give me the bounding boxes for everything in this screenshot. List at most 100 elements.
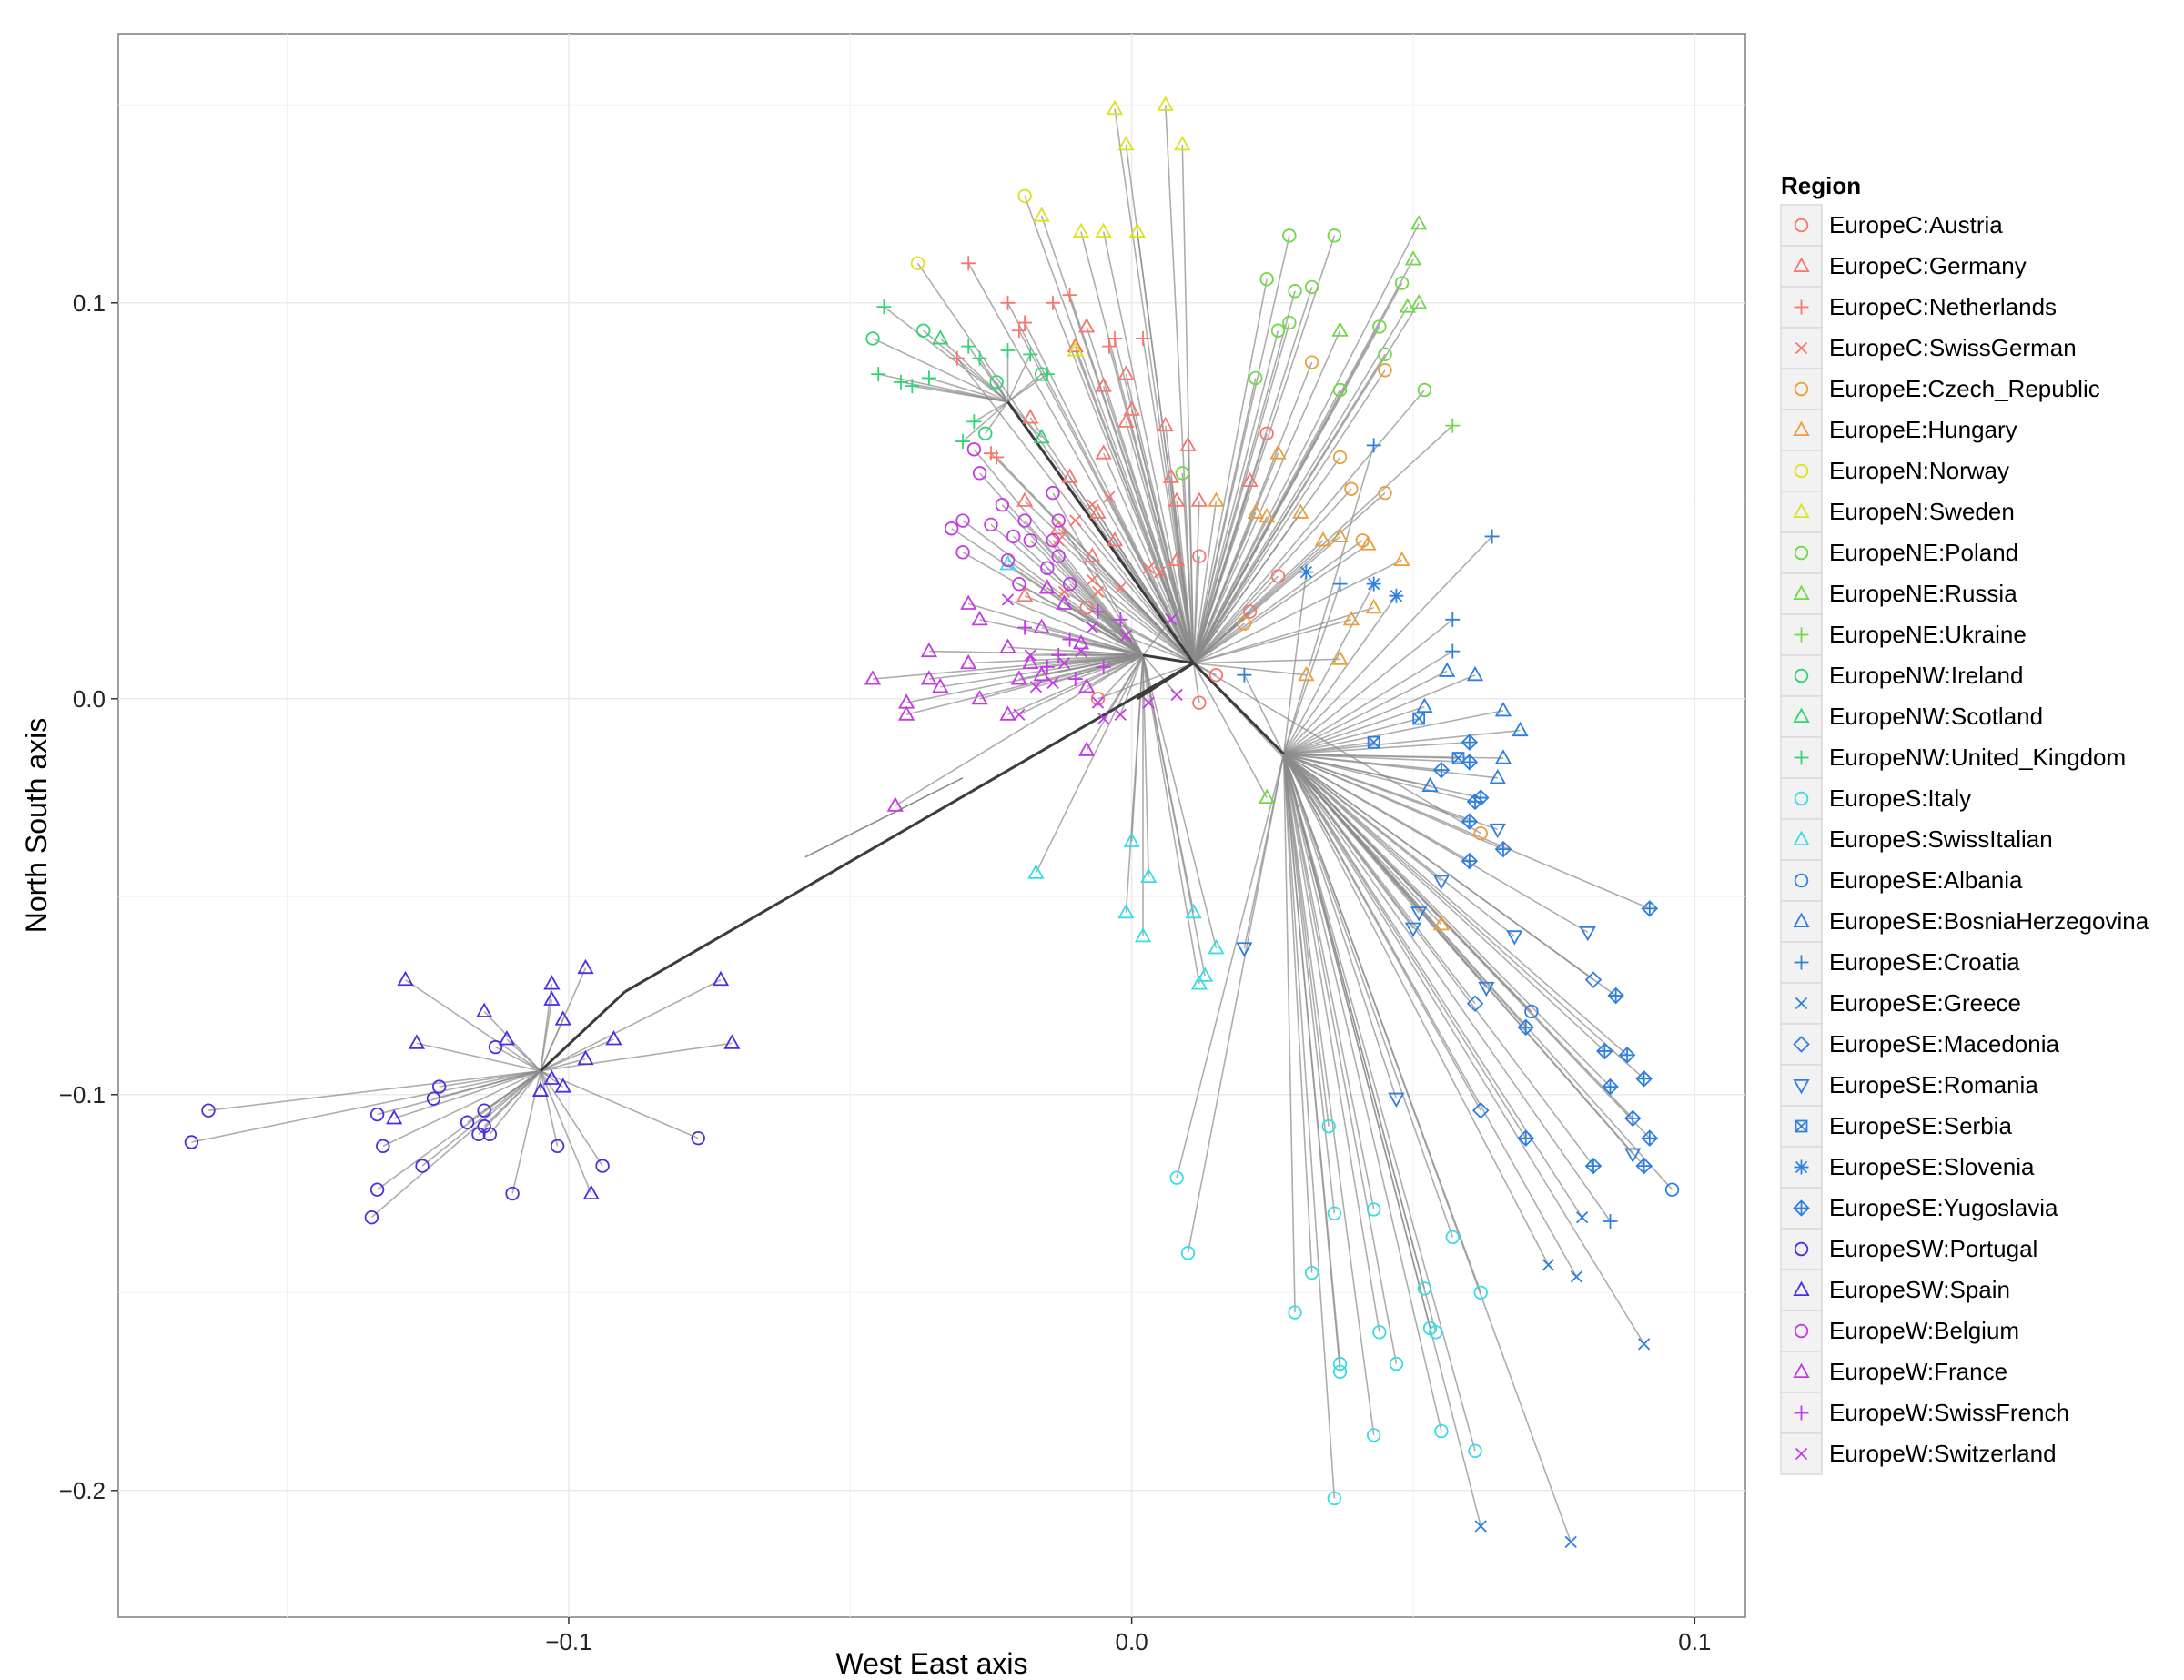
data-point <box>1097 712 1110 725</box>
data-point <box>960 653 977 670</box>
legend-key-box <box>1780 531 1823 574</box>
data-point <box>1365 598 1382 614</box>
leaf-branch <box>483 1070 541 1111</box>
data-point <box>1269 444 1287 460</box>
leaf-branch <box>1283 754 1645 1167</box>
data-point <box>1602 1078 1619 1096</box>
leaf-branch <box>1283 753 1471 823</box>
legend-key-symbol <box>1794 750 1809 765</box>
legend-key-box <box>1780 654 1823 697</box>
y-axis-title: North South axis <box>20 718 53 934</box>
data-point <box>1086 573 1098 586</box>
legend-entry: EuropeNE:Russia <box>1780 572 2017 615</box>
data-point <box>1366 576 1381 592</box>
leaf-branch <box>393 1069 541 1119</box>
data-point <box>1040 561 1055 575</box>
leaf-branch <box>416 1042 541 1072</box>
leaf-branch <box>1075 349 1195 663</box>
leaf-branch <box>1282 754 1454 1238</box>
leaf-branch <box>1283 753 1476 803</box>
data-point <box>1247 503 1264 519</box>
trunk-branch <box>1137 662 1195 701</box>
data-point <box>971 610 988 626</box>
legend-entry: EuropeSE:Albania <box>1780 859 2023 902</box>
data-point <box>1270 569 1286 583</box>
data-point <box>1404 250 1422 266</box>
leaf-branch <box>1283 754 1527 1139</box>
legend-label: EuropeW:SwissFrench <box>1829 1399 2069 1426</box>
legend-key-symbol <box>1793 912 1810 927</box>
leaf-branch <box>1192 223 1420 664</box>
data-point <box>543 975 561 990</box>
data-point <box>1057 657 1071 670</box>
leaf-branch <box>1057 540 1195 664</box>
data-point <box>1090 692 1106 706</box>
data-point <box>1410 906 1428 922</box>
data-point <box>1331 650 1349 665</box>
data-point <box>1506 930 1523 946</box>
leaf-branch <box>1283 595 1398 755</box>
data-point <box>1299 564 1314 580</box>
legend-label: EuropeSE:Albania <box>1829 866 2023 894</box>
leaf-branch <box>1282 754 1313 1273</box>
data-point <box>386 1109 403 1125</box>
leaf-branch <box>1282 754 1550 1266</box>
leaf-branch <box>1103 654 1144 719</box>
leaf-branch <box>1283 717 1420 755</box>
data-point <box>961 256 976 271</box>
legend-label: EuropeS:Italy <box>1829 784 1971 812</box>
leaf-branch <box>540 1070 603 1167</box>
legend-key-symbol <box>1795 1119 1808 1133</box>
leaf-branch <box>370 1070 541 1219</box>
data-point <box>1006 529 1021 544</box>
data-point <box>1564 1535 1577 1548</box>
leaf-branch <box>433 1069 541 1099</box>
data-point <box>1332 576 1348 592</box>
data-point <box>999 638 1016 653</box>
leaf-branch <box>1283 753 1441 771</box>
leaf-branch <box>1137 231 1195 663</box>
data-point <box>910 256 925 270</box>
data-point <box>1366 438 1381 453</box>
leaf-branch <box>1102 452 1195 663</box>
legend-label: EuropeSE:Croatia <box>1829 948 2020 976</box>
leaf-branch <box>421 1070 541 1167</box>
y-tick-label: 0.0 <box>73 685 106 713</box>
leaf-branch <box>1176 754 1285 1179</box>
leaf-branch <box>1283 619 1453 755</box>
data-point <box>1179 436 1197 451</box>
data-point <box>865 331 880 346</box>
data-point <box>1342 610 1360 626</box>
data-point <box>415 1159 430 1173</box>
legend-key-box <box>1780 1064 1823 1107</box>
legend-label: EuropeC:Netherlands <box>1829 293 2057 320</box>
leaf-branch <box>1192 330 1279 663</box>
legend-entry: EuropeSE:Greece <box>1780 982 2021 1025</box>
legend-entry: EuropeW:France <box>1780 1351 2007 1393</box>
data-point <box>554 1010 571 1026</box>
leaf-branch <box>1007 599 1144 656</box>
leaf-branch <box>1243 754 1285 949</box>
leaf-branch <box>1193 369 1386 664</box>
leaf-branch <box>1283 753 1481 799</box>
legend-key-box <box>1780 1187 1823 1230</box>
data-point <box>1259 426 1274 441</box>
data-point <box>1023 533 1037 548</box>
data-point <box>1494 702 1512 717</box>
legend-key-box <box>1780 245 1823 288</box>
data-point <box>1078 677 1096 693</box>
legend-label: EuropeE:Czech_Republic <box>1829 375 2100 402</box>
leaf-branch <box>1192 452 1279 663</box>
plot-area <box>117 33 1746 1618</box>
leaf-branch <box>1192 378 1257 663</box>
leaf-branch <box>1282 754 1375 1436</box>
legend-label: EuropeW:Belgium <box>1829 1317 2019 1344</box>
leaf-branch <box>207 1069 541 1111</box>
leaf-branch <box>1283 705 1425 755</box>
leaf-branch <box>1192 663 1268 798</box>
data-point <box>1517 1129 1534 1147</box>
leaf-branch <box>1024 196 1195 663</box>
data-point <box>1237 667 1252 683</box>
data-point <box>1607 987 1624 1005</box>
data-point <box>1114 708 1127 721</box>
